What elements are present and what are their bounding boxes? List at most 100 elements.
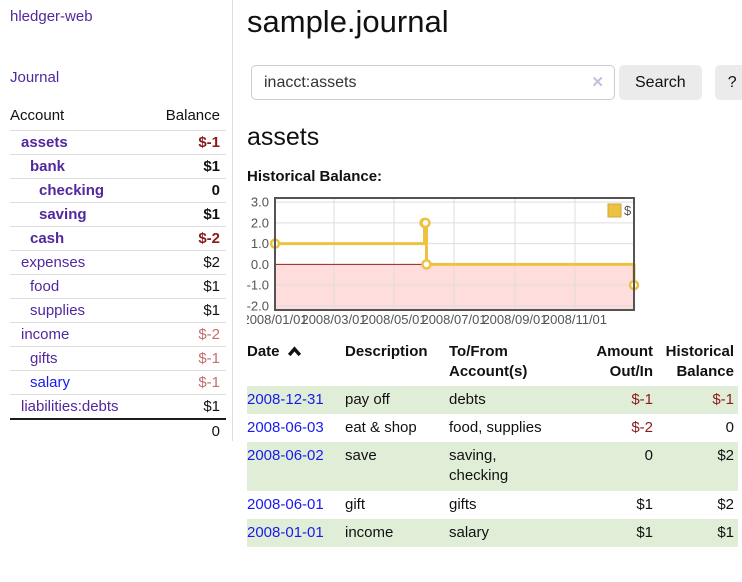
svg-text:2008/03/01: 2008/03/01 — [301, 312, 366, 327]
accounts-col-balance: Balance — [165, 107, 220, 124]
account-row: gifts $-1 — [10, 346, 226, 370]
transaction-date-link[interactable]: 2008-06-03 — [247, 418, 324, 436]
col-date[interactable]: Date — [247, 341, 345, 386]
description-cell: eat & shop — [345, 418, 417, 436]
account-link[interactable]: assets — [21, 134, 68, 151]
search-help-button[interactable]: ? — [714, 65, 742, 101]
main-panel: sample.journal ✕ Search ? assets Histori… — [233, 0, 742, 567]
register-row: 2008-06-03 eat & shop food, supplies $-2… — [247, 414, 738, 442]
account-link[interactable]: checking — [39, 182, 105, 199]
account-balance: $-2 — [198, 230, 220, 247]
clear-search-icon[interactable]: ✕ — [591, 74, 604, 92]
accounts-col-account: Account — [10, 107, 65, 124]
account-link[interactable]: food — [30, 278, 60, 295]
register-table: Date Description To/From Account(s) Amou… — [247, 341, 738, 548]
account-balance: $1 — [203, 302, 220, 319]
accounts-cell: saving, checking — [449, 447, 509, 485]
svg-text:2008/01/01: 2008/01/01 — [247, 312, 308, 327]
description-cell: income — [345, 523, 394, 541]
accounts-table-header: Account Balance — [10, 107, 226, 130]
balance-cell: $-1 — [712, 390, 734, 408]
svg-text:2008/11/01: 2008/11/01 — [543, 312, 607, 327]
accounts-total: 0 — [211, 423, 220, 440]
search-box: ✕ — [251, 65, 615, 101]
account-row: saving $1 — [10, 202, 226, 226]
transaction-date-link[interactable]: 2008-12-31 — [247, 390, 324, 408]
account-link[interactable]: supplies — [30, 302, 86, 319]
account-row: checking 0 — [10, 178, 226, 202]
svg-text:0.0: 0.0 — [251, 257, 269, 272]
svg-text:-2.0: -2.0 — [247, 299, 269, 314]
svg-text:2008/09/01: 2008/09/01 — [482, 312, 547, 327]
description-cell: pay off — [345, 390, 390, 408]
col-amount: Amount Out/In — [596, 343, 653, 381]
sidebar: hledger-web Journal Account Balance asse… — [0, 0, 233, 441]
register-header-row: Date Description To/From Account(s) Amou… — [247, 341, 738, 386]
svg-text:2008/05/01: 2008/05/01 — [361, 312, 426, 327]
account-balance: 0 — [211, 182, 220, 199]
balance-cell: $2 — [717, 495, 734, 513]
account-link[interactable]: income — [21, 326, 70, 343]
account-heading: assets — [247, 123, 320, 152]
account-row: food $1 — [10, 274, 226, 298]
amount-cell: $-1 — [631, 390, 653, 408]
account-link[interactable]: gifts — [30, 350, 58, 367]
register-row: 2008-06-01 gift gifts $1 $2 — [247, 491, 738, 519]
app-title-link[interactable]: hledger-web — [10, 8, 93, 25]
account-link[interactable]: salary — [30, 374, 71, 391]
chart-heading: Historical Balance: — [247, 168, 383, 186]
svg-text:2008/07/01: 2008/07/01 — [421, 312, 486, 327]
account-balance: $1 — [203, 206, 220, 223]
account-balance: $-1 — [198, 374, 220, 391]
register-row: 2008-06-02 save saving, checking 0 $2 — [247, 442, 738, 491]
register-row: 2008-12-31 pay off debts $-1 $-1 — [247, 385, 738, 414]
account-balance: $-1 — [198, 350, 220, 367]
transaction-date-link[interactable]: 2008-06-01 — [247, 495, 324, 513]
account-balance: $2 — [203, 254, 220, 271]
balance-cell: 0 — [725, 418, 734, 436]
amount-cell: $1 — [636, 495, 653, 513]
amount-cell: $1 — [636, 523, 653, 541]
app-layout: hledger-web Journal Account Balance asse… — [0, 0, 742, 567]
account-balance: $1 — [203, 278, 220, 295]
nav-journal-link[interactable]: Journal — [10, 69, 60, 86]
register-row: 2008-01-01 income salary $1 $1 — [247, 518, 738, 548]
svg-text:-1.0: -1.0 — [247, 278, 269, 293]
balance-cell: $1 — [717, 523, 734, 541]
account-row: supplies $1 — [10, 298, 226, 322]
transaction-date-link[interactable]: 2008-06-02 — [247, 447, 324, 465]
search-button[interactable]: Search — [619, 65, 702, 101]
transaction-date-link[interactable]: 2008-01-01 — [247, 523, 324, 541]
accounts-cell: gifts — [449, 495, 477, 513]
account-row: salary $-1 — [10, 370, 226, 394]
account-row: income $-2 — [10, 322, 226, 346]
account-row: liabilities:debts $1 — [10, 394, 226, 418]
search-input[interactable] — [251, 65, 615, 101]
account-row: assets $-1 — [10, 130, 226, 154]
historical-balance-chart: 3.0 2.0 1.0 0.0 -1.0 -2.02008/01/012008/03/01… — [247, 195, 640, 327]
svg-text:2.0: 2.0 — [251, 216, 269, 231]
col-balance: Historical Balance — [665, 343, 734, 381]
account-link[interactable]: cash — [30, 230, 65, 247]
amount-cell: $-2 — [631, 418, 653, 436]
svg-text:1.0: 1.0 — [251, 236, 269, 251]
account-row: expenses $2 — [10, 250, 226, 274]
account-row: cash $-2 — [10, 226, 226, 250]
col-date-label: Date — [247, 343, 280, 361]
journal-title: sample.journal — [247, 4, 449, 39]
account-link[interactable]: saving — [39, 206, 87, 223]
account-balance: $1 — [203, 398, 220, 415]
accounts-cell: salary — [449, 523, 490, 541]
amount-cell: 0 — [644, 447, 653, 465]
col-description: Description — [345, 343, 428, 361]
balance-cell: $2 — [717, 447, 734, 465]
accounts-total-row: 0 — [10, 418, 226, 443]
accounts-cell: food, supplies — [449, 418, 542, 436]
description-cell: gift — [345, 495, 366, 513]
account-link[interactable]: expenses — [21, 254, 86, 271]
svg-text:$: $ — [624, 203, 632, 218]
account-link[interactable]: bank — [30, 158, 66, 175]
account-balance: $-1 — [198, 134, 220, 151]
account-link[interactable]: liabilities:debts — [21, 398, 119, 415]
account-balance: $1 — [203, 158, 220, 175]
